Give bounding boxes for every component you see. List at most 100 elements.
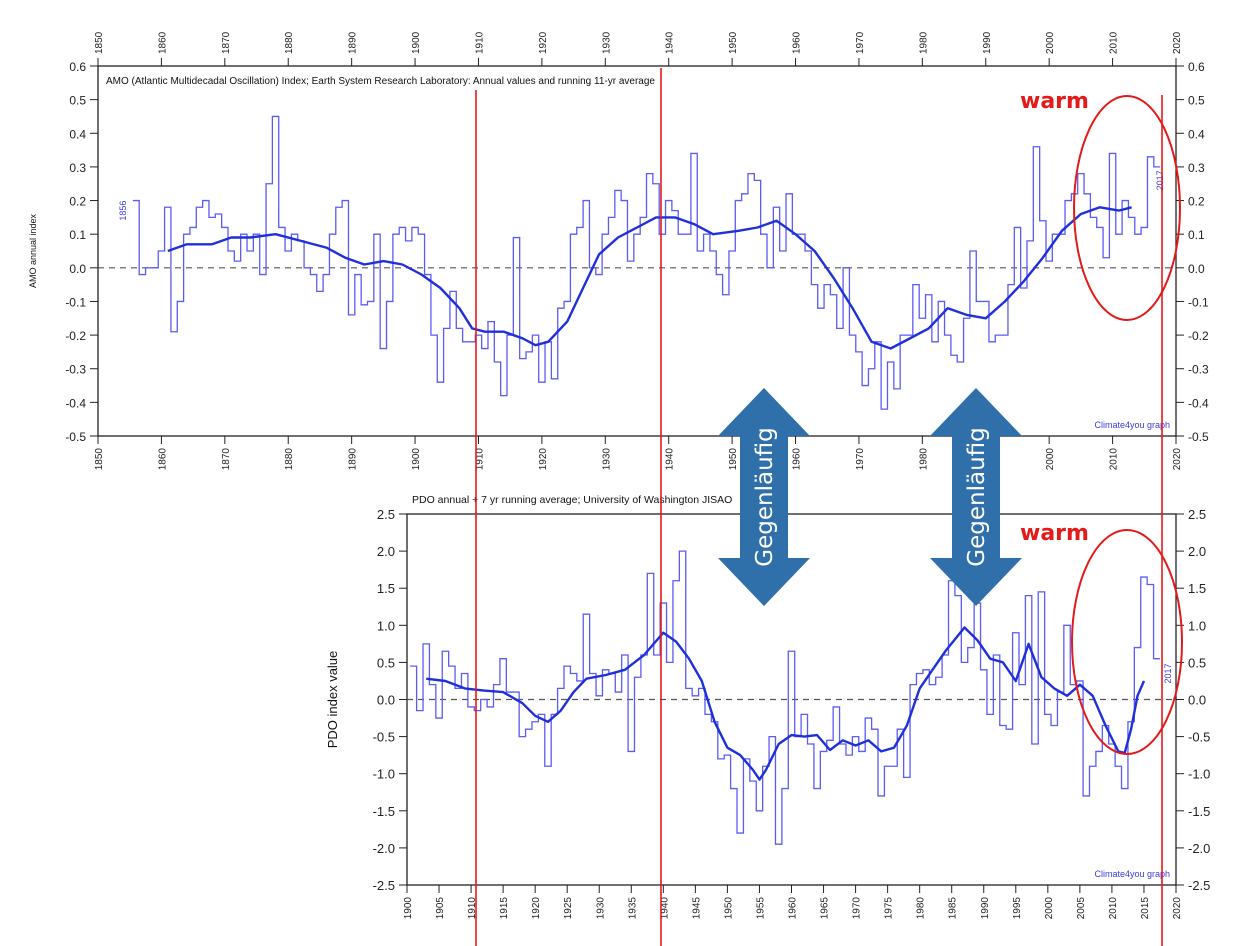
warm-ellipse-top xyxy=(1073,95,1181,321)
x-tick-label-bottom: 2015 xyxy=(1140,897,1151,920)
x-tick-label-bottom: 1970 xyxy=(852,897,863,920)
running-average-line xyxy=(426,626,1146,781)
double-arrow-right-label: Gegenläufig xyxy=(964,427,990,566)
y-tick-label-right: 0.4 xyxy=(1188,127,1205,141)
y-tick-label-left: 1.0 xyxy=(377,618,395,633)
y-tick-label-left: -0.5 xyxy=(373,730,395,745)
y-tick-label-right: 2.0 xyxy=(1188,544,1206,559)
credit-label: Climate4you graph xyxy=(1094,420,1170,430)
y-tick-label-left: 0.2 xyxy=(69,195,86,209)
x-tick-label-bottom: 2000 xyxy=(1045,448,1056,471)
chart-title: PDO annual + 7 yr running average; Unive… xyxy=(412,494,732,506)
y-tick-label-right: -2.0 xyxy=(1188,841,1210,856)
y-tick-label-right: 2.5 xyxy=(1188,507,1206,522)
x-tick-label-top: 1930 xyxy=(601,31,612,54)
x-tick-label-top: 2010 xyxy=(1109,31,1120,54)
y-tick-label-left: 1.5 xyxy=(377,581,395,596)
warm-label-bottom: warm xyxy=(1020,521,1089,546)
y-tick-label-right: -0.1 xyxy=(1188,295,1209,309)
x-tick-label-bottom: 1880 xyxy=(284,448,295,471)
y-tick-label-left: 0.5 xyxy=(377,655,395,670)
double-arrow-left-label: Gegenläufig xyxy=(752,427,778,566)
x-tick-label-bottom: 1860 xyxy=(157,448,168,471)
y-tick-label-right: 0.5 xyxy=(1188,94,1205,108)
y-tick-label-left: -0.5 xyxy=(65,430,86,444)
x-tick-label-bottom: 1950 xyxy=(723,897,734,920)
x-tick-label-bottom: 1960 xyxy=(788,897,799,920)
y-tick-label-left: -0.4 xyxy=(65,396,86,410)
x-tick-label-bottom: 1980 xyxy=(916,897,927,920)
y-tick-label-left: 2.5 xyxy=(377,507,395,522)
y-tick-label-right: -0.4 xyxy=(1188,396,1209,410)
x-tick-label-bottom: 1960 xyxy=(792,448,803,471)
y-tick-label-left: 0.6 xyxy=(69,60,86,74)
y-tick-label-right: -1.0 xyxy=(1188,767,1210,782)
y-tick-label-right: 0.3 xyxy=(1188,161,1205,175)
y-tick-label-left: -0.2 xyxy=(65,329,86,343)
y-tick-label-left: -1.5 xyxy=(373,804,395,819)
x-tick-label-top: 1900 xyxy=(411,31,422,54)
y-tick-label-right: 0.0 xyxy=(1188,693,1206,708)
y-tick-label-right: -1.5 xyxy=(1188,804,1210,819)
x-tick-label-top: 1880 xyxy=(284,31,295,54)
y-tick-label-right: -2.5 xyxy=(1188,878,1210,893)
y-tick-label-left: -2.0 xyxy=(373,841,395,856)
annotation-overlay: warm warm Gegenläufig Gegenläufig xyxy=(475,68,1183,946)
y-tick-label-right: -0.5 xyxy=(1188,430,1209,444)
x-tick-label-top: 2020 xyxy=(1172,31,1183,54)
double-arrow-right xyxy=(930,388,1022,606)
x-tick-label-bottom: 2020 xyxy=(1172,448,1183,471)
y-tick-label-left: -0.3 xyxy=(65,363,86,377)
y-tick-label-left: -2.5 xyxy=(373,878,395,893)
y-tick-label-right: -0.3 xyxy=(1188,363,1209,377)
x-tick-label-bottom: 1935 xyxy=(627,897,638,920)
x-tick-label-bottom: 1920 xyxy=(538,448,549,471)
x-tick-label-bottom: 1930 xyxy=(601,448,612,471)
x-tick-label-top: 1940 xyxy=(665,31,676,54)
x-tick-label-bottom: 1870 xyxy=(221,448,232,471)
x-tick-label-bottom: 1950 xyxy=(728,448,739,471)
x-tick-label-top: 1970 xyxy=(855,31,866,54)
annual-series-line xyxy=(410,550,1160,845)
x-tick-label-bottom: 2020 xyxy=(1172,897,1183,920)
double-arrow-left xyxy=(718,388,810,606)
y-tick-label-right: 0.6 xyxy=(1188,60,1205,74)
y-tick-label-right: -0.5 xyxy=(1188,730,1210,745)
x-tick-label-bottom: 1985 xyxy=(948,897,959,920)
y-tick-label-left: 0.0 xyxy=(377,693,395,708)
x-tick-label-bottom: 2010 xyxy=(1109,448,1120,471)
y-tick-label-left: -0.1 xyxy=(65,295,86,309)
y-tick-label-right: 0.1 xyxy=(1188,228,1205,242)
x-tick-label-top: 1960 xyxy=(792,31,803,54)
x-tick-label-bottom: 1915 xyxy=(499,897,510,920)
y-tick-label-left: 0.0 xyxy=(69,262,86,276)
x-tick-label-top: 1860 xyxy=(157,31,168,54)
x-tick-label-bottom: 1930 xyxy=(595,897,606,920)
x-tick-label-bottom: 1975 xyxy=(884,897,895,920)
x-tick-label-bottom: 1990 xyxy=(980,897,991,920)
x-tick-label-bottom: 2005 xyxy=(1076,897,1087,920)
x-tick-label-top: 2000 xyxy=(1045,31,1056,54)
warm-label-top: warm xyxy=(1020,89,1089,114)
y-tick-label-left: 2.0 xyxy=(377,544,395,559)
x-tick-label-bottom: 1890 xyxy=(348,448,359,471)
warm-ellipse-bottom xyxy=(1071,529,1183,755)
x-tick-label-top: 1890 xyxy=(348,31,359,54)
end-year-label: 2017 xyxy=(1155,170,1165,190)
credit-label: Climate4you graph xyxy=(1094,869,1170,879)
x-tick-label-top: 1910 xyxy=(474,31,485,54)
x-tick-label-bottom: 2010 xyxy=(1108,897,1119,920)
y-tick-label-right: 1.5 xyxy=(1188,581,1206,596)
y-tick-label-right: 0.0 xyxy=(1188,262,1205,276)
x-tick-label-bottom: 1900 xyxy=(403,897,414,920)
y-tick-label-right: -0.2 xyxy=(1188,329,1209,343)
x-tick-label-bottom: 1980 xyxy=(918,448,929,471)
x-tick-label-top: 1990 xyxy=(982,31,993,54)
y-axis-label: PDO index value xyxy=(325,651,340,749)
x-tick-label-bottom: 1910 xyxy=(467,897,478,920)
y-tick-label-left: 0.3 xyxy=(69,161,86,175)
chart-title: AMO (Atlantic Multidecadal Oscillation) … xyxy=(106,76,655,87)
x-tick-label-top: 1950 xyxy=(728,31,739,54)
y-tick-label-left: 0.1 xyxy=(69,228,86,242)
